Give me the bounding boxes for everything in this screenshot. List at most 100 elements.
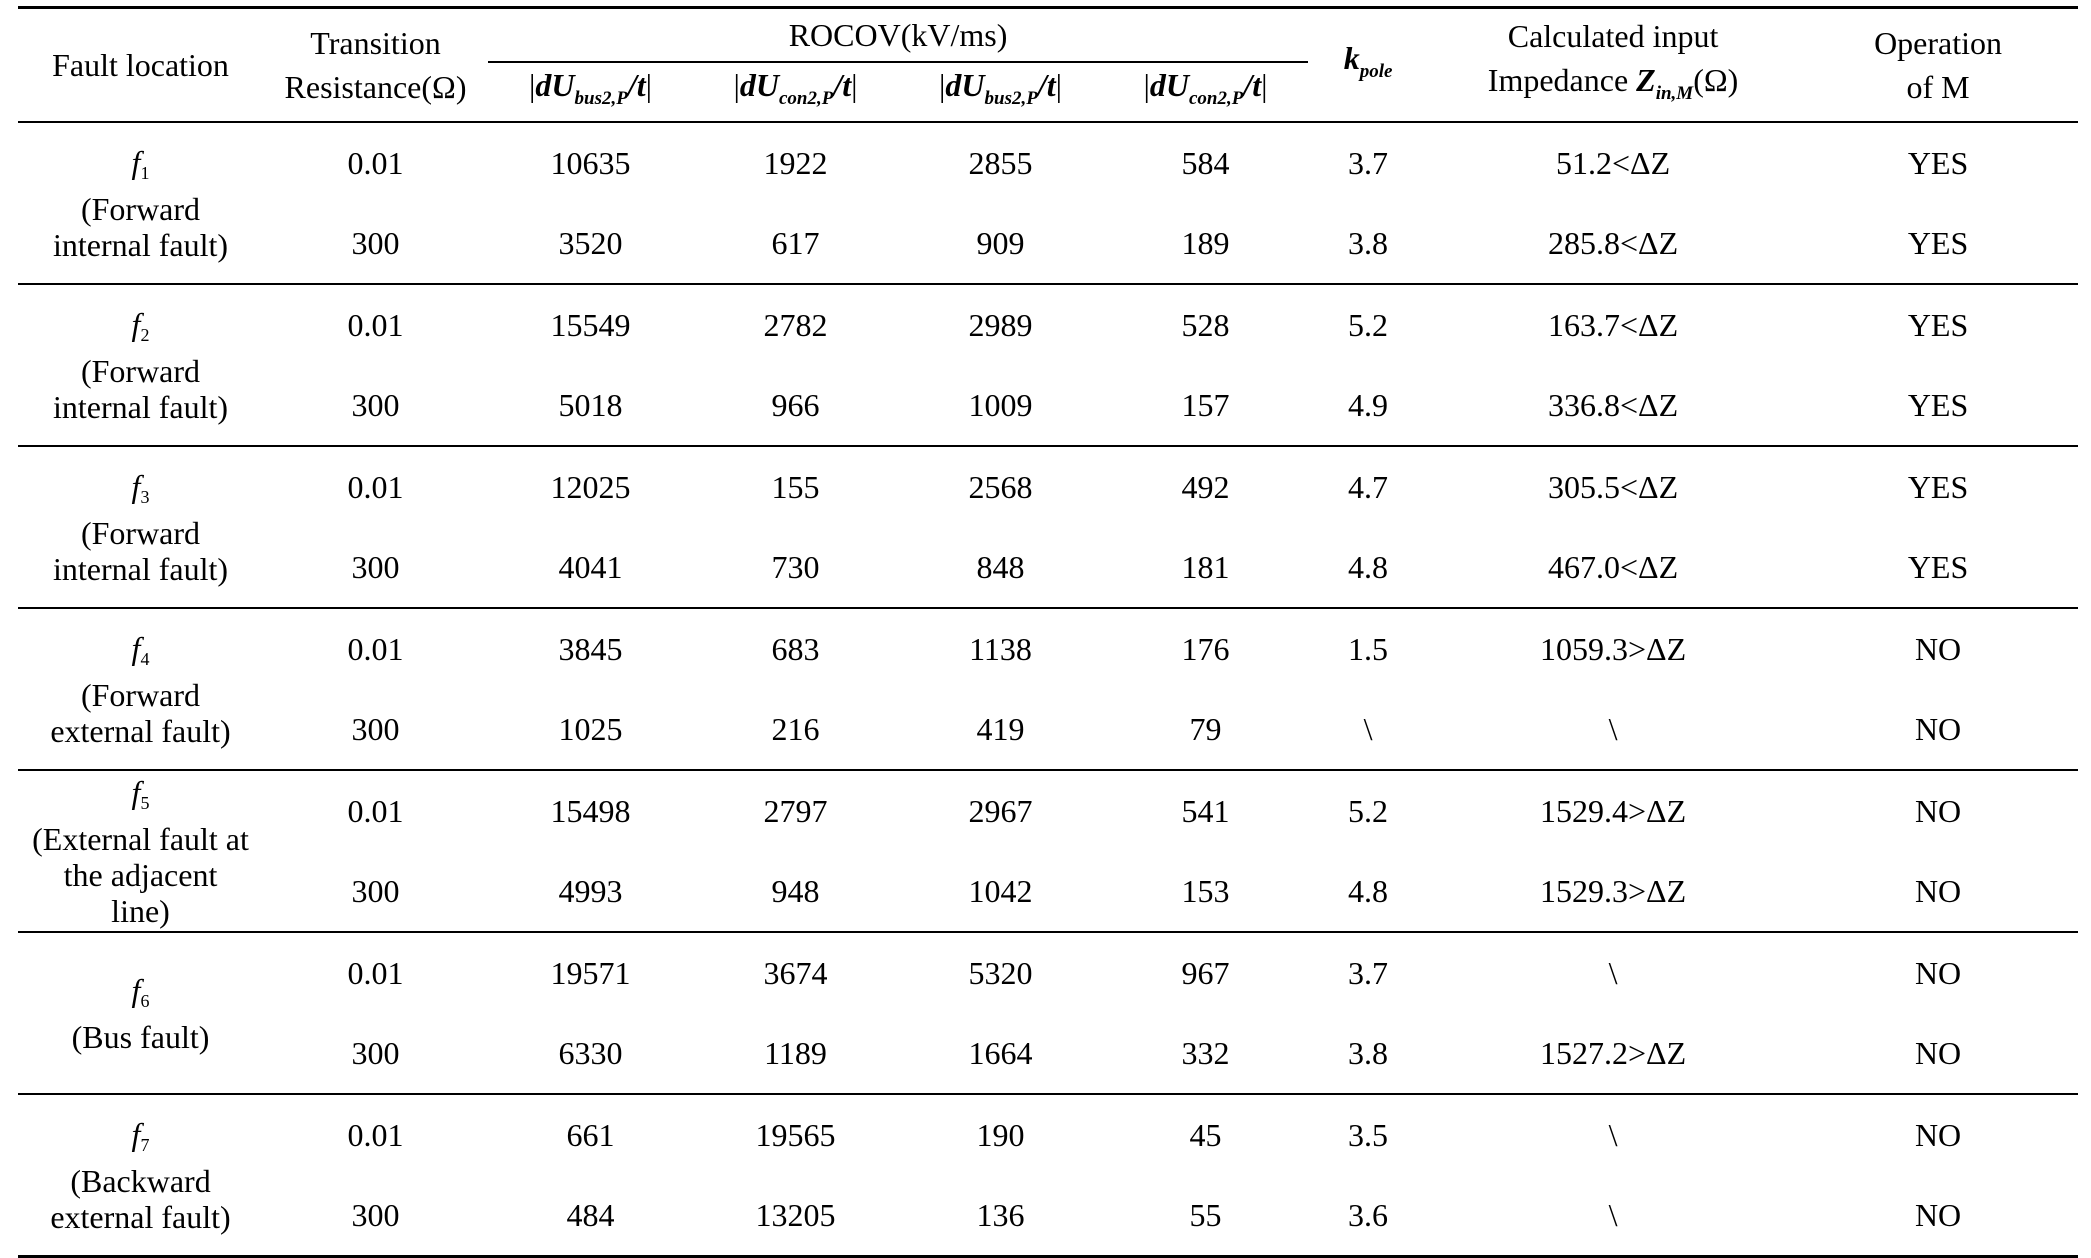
table-row: 300 5018 966 1009 157 4.9 336.8<ΔZ YES (18, 365, 2078, 446)
table-body: f1 (Forward internal fault) 0.01 10635 1922 2… (18, 122, 2079, 1257)
rocov-bus-cell: 3520 (558, 224, 623, 261)
rocov-con-cell-2: 332 (1181, 1034, 1230, 1071)
impedance-cell: 467.0<ΔZ (1547, 548, 1679, 585)
fault-description: (External fault at the adjacent line) (32, 820, 249, 929)
rocov-bus-cell-2: 2989 (898, 283, 1103, 365)
rocov-con-cell-2: 153 (1181, 872, 1230, 909)
table-header: Fault location Transition Resistance(Ω) … (18, 7, 2079, 123)
header-operation-line1: Operation (1874, 25, 2003, 61)
impedance-cell: \ (1428, 931, 1799, 1013)
table-row: f7 (Backward external fault) 0.01 661 19565 1… (18, 1093, 2079, 1257)
kpole-cell: 4.7 (1308, 445, 1429, 527)
rocov-bus-cell-2: 419 (976, 710, 1025, 747)
header-col4-symbol: dU (1149, 67, 1189, 103)
kpole-cell: 3.8 (1348, 224, 1389, 261)
fault-symbol: f (131, 143, 141, 180)
fault-location-cell: f6 (Bus fault) (18, 931, 263, 1094)
rocov-con-cell-2: 45 (1103, 1093, 1309, 1175)
fault-description: (Bus fault) (71, 1018, 210, 1055)
rocov-bus-cell: 6330 (558, 1034, 623, 1071)
fault-label: f4 (18, 630, 263, 677)
rocov-bus-cell: 1025 (558, 710, 623, 747)
header-impedance-word: Impedance (1487, 62, 1637, 98)
header-col1-symbol: dU (535, 67, 575, 103)
header-kpole-subscript: pole (1359, 61, 1393, 82)
fault-location-cell: f7 (Backward external fault) (18, 1093, 263, 1257)
rocov-con-cell-2: 189 (1181, 224, 1230, 261)
operation-cell: NO (1798, 769, 2079, 851)
header-impedance: Calculated input Impedance Zin,M(Ω) (1428, 7, 1799, 123)
kpole-cell: 4.8 (1348, 872, 1389, 909)
fault-label: f1 (18, 144, 263, 191)
rocov-bus-cell: 3845 (488, 607, 693, 689)
operation-cell: NO (1914, 1196, 1962, 1233)
rocov-con-cell: 948 (771, 872, 820, 909)
rocov-bus-cell: 15549 (488, 283, 693, 365)
impedance-cell: \ (1608, 1196, 1618, 1233)
table-row: f2 (Forward internal fault) 0.01 15549 2782 2… (18, 283, 2079, 446)
table-row: 300 4041 730 848 181 4.8 467.0<ΔZ YES (18, 527, 2078, 608)
header-col3-t: /t (1037, 67, 1056, 103)
fault-symbol: f (131, 305, 141, 342)
header-impedance-unit: (Ω) (1693, 62, 1739, 98)
fault-symbol: f (131, 629, 141, 666)
impedance-cell: 1527.2>ΔZ (1539, 1034, 1687, 1071)
fault-location-cell: f5 (External fault at the adjacent line) (18, 769, 263, 932)
kpole-cell: 5.2 (1308, 283, 1429, 365)
rocov-con-cell-2: 541 (1103, 769, 1309, 851)
rocov-bus-cell-2: 909 (976, 224, 1025, 261)
rocov-con-cell-2: 79 (1189, 710, 1222, 747)
rocov-con-cell: 3674 (693, 931, 898, 1013)
fault-symbol: f (131, 773, 141, 810)
rocov-con-cell: 155 (693, 445, 898, 527)
impedance-cell: 51.2<ΔZ (1555, 144, 1671, 181)
rocov-con-cell: 2782 (693, 283, 898, 365)
fault-location-cell: f2 (Forward internal fault) (18, 283, 263, 446)
rocov-con-cell: 683 (693, 607, 898, 689)
header-transition-line2: Resistance(Ω) (284, 69, 467, 105)
rocov-bus-cell: 4993 (558, 872, 623, 909)
operation-cell: NO (1914, 872, 1962, 909)
table-row: f1 (Forward internal fault) 0.01 10635 1922 2… (18, 122, 2078, 263)
rocov-bus-cell-2: 2855 (968, 144, 1033, 181)
table-row: f4 (Forward external fault) 0.01 3845 683 113… (18, 607, 2079, 770)
fault-subscript: 6 (140, 990, 150, 1011)
rocov-bus-cell-2: 848 (976, 548, 1025, 585)
header-rocov-text: ROCOV(kV/ms) (788, 17, 1008, 53)
header-kpole-symbol: k (1343, 40, 1360, 76)
header-col1-t: /t (627, 67, 646, 103)
resistance-cell: 300 (351, 710, 400, 747)
resistance-cell: 0.01 (263, 283, 488, 365)
table-row: f5 (External fault at the adjacent line) 0… (18, 769, 2079, 932)
rocov-con-cell-2: 492 (1103, 445, 1309, 527)
table-row: f3 (Forward internal fault) 0.01 12025 155 25… (18, 445, 2079, 608)
rocov-con-cell-2: 157 (1181, 386, 1230, 423)
resistance-cell: 300 (351, 1034, 400, 1071)
rocov-con-cell-2: 176 (1103, 607, 1309, 689)
header-rocov-col3: |dUbus2,P/t| (898, 62, 1103, 123)
rocov-bus-cell-2: 136 (976, 1196, 1025, 1233)
rocov-con-cell-2: 584 (1181, 144, 1230, 181)
header-col4-t: /t (1243, 67, 1262, 103)
table-row: 300 484 13205 136 55 3.6 \ NO (18, 1175, 2078, 1257)
rocov-con-cell: 13205 (755, 1196, 836, 1233)
fault-description: (Backward external fault) (50, 1162, 231, 1235)
operation-cell: NO (1914, 710, 1962, 747)
rocov-bus-cell: 5018 (558, 386, 623, 423)
fault-symbol: f (131, 971, 141, 1008)
rocov-con-cell: 19565 (693, 1093, 898, 1175)
header-impedance-line2: Impedance Zin,M(Ω) (1428, 58, 1798, 116)
impedance-cell: \ (1428, 1093, 1799, 1175)
impedance-cell: \ (1608, 710, 1618, 747)
header-transition-resistance: Transition Resistance(Ω) (263, 7, 488, 123)
kpole-cell: 3.5 (1308, 1093, 1429, 1175)
operation-cell: YES (1798, 283, 2079, 365)
rocov-bus-cell-2: 1664 (968, 1034, 1033, 1071)
rocov-bus-cell: 15498 (488, 769, 693, 851)
header-kpole: kpole (1308, 7, 1429, 123)
operation-cell: YES (1798, 445, 2079, 527)
rocov-bus-cell: 484 (566, 1196, 615, 1233)
table-row: 300 3520 617 909 189 3.8 285.8<ΔZ YES (18, 203, 2078, 284)
header-col1-subscript: bus2,P (574, 88, 628, 109)
fault-subscript: 7 (140, 1134, 150, 1155)
